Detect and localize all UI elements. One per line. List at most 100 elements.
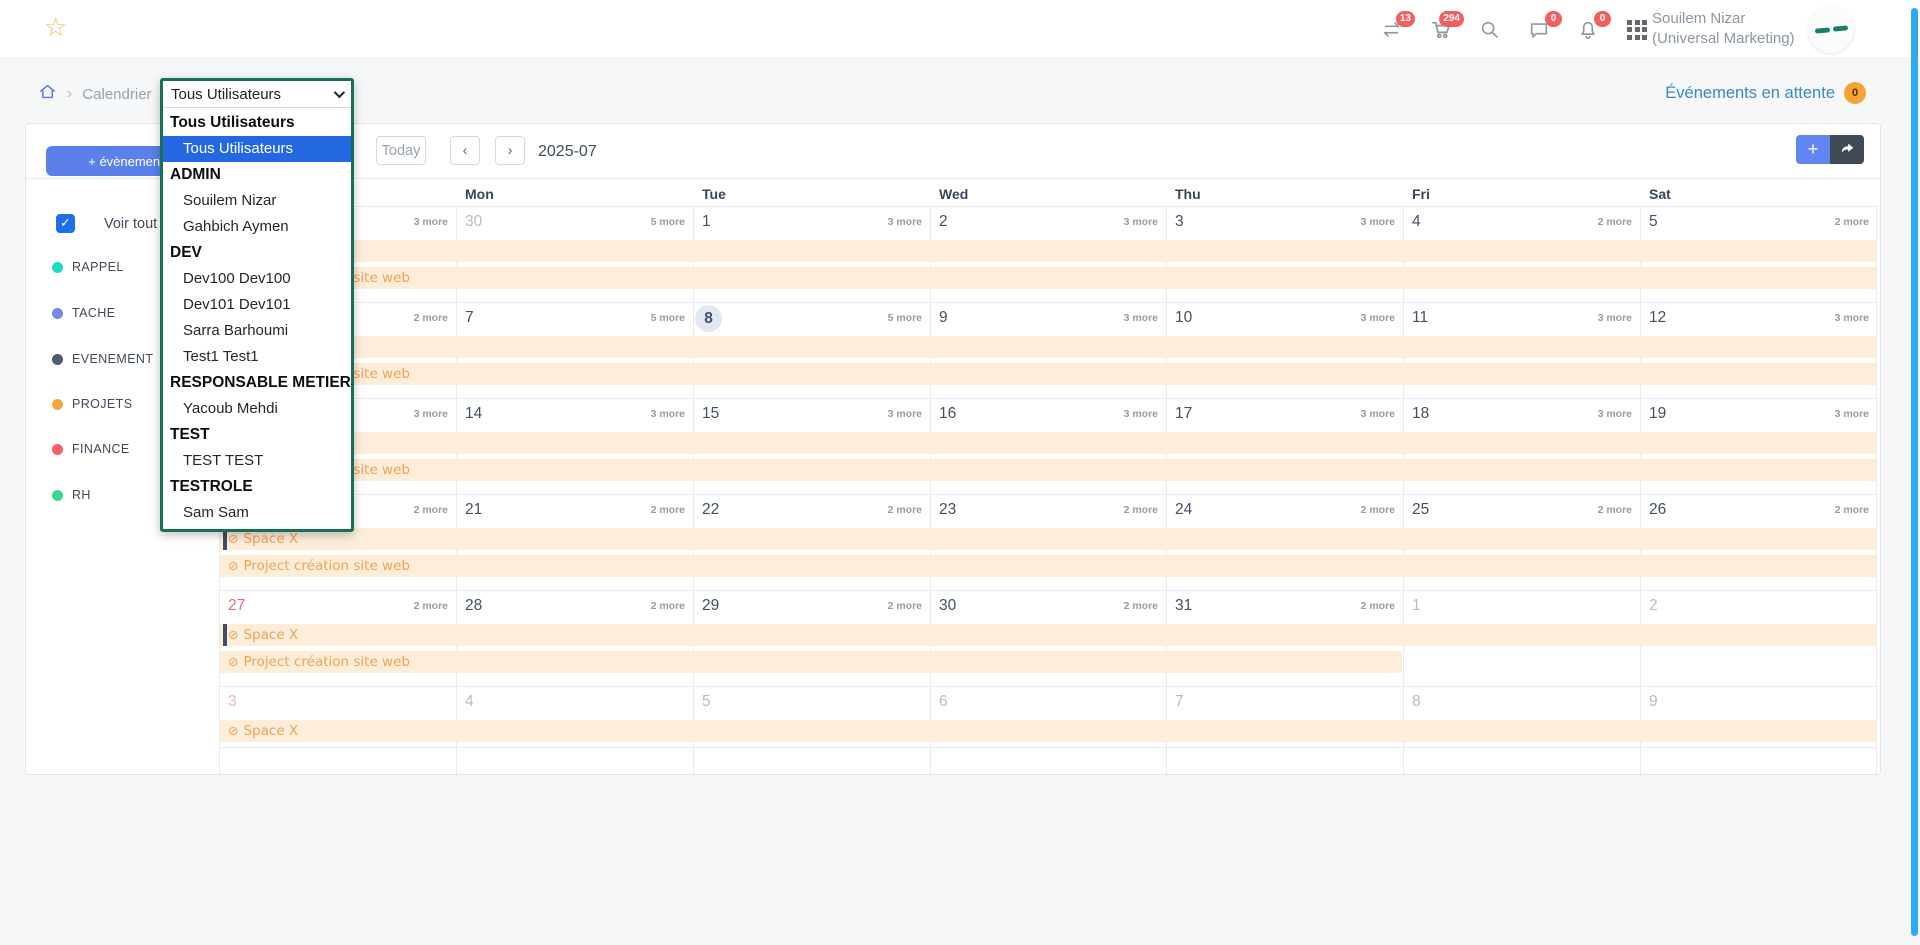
event-band[interactable]: ⊘Space X xyxy=(220,624,1876,646)
more-events-link[interactable]: 3 more xyxy=(1123,216,1158,228)
share-button[interactable] xyxy=(1830,135,1864,164)
see-all-checkbox[interactable]: ✓ xyxy=(56,214,75,233)
more-events-link[interactable]: 2 more xyxy=(413,312,448,324)
day-cell-number[interactable]: 25 xyxy=(1412,501,1430,518)
more-events-link[interactable]: 3 more xyxy=(650,408,685,420)
more-events-link[interactable]: 2 more xyxy=(1597,504,1632,516)
day-cell-number[interactable]: 17 xyxy=(1175,405,1193,422)
day-cell-number[interactable]: 4 xyxy=(465,693,474,710)
day-cell-number[interactable]: 23 xyxy=(939,501,957,518)
favorites-star-icon[interactable]: ☆ xyxy=(44,12,68,42)
day-cell-number[interactable]: 27 xyxy=(228,597,246,614)
more-events-link[interactable]: 3 more xyxy=(1360,216,1395,228)
cart-icon[interactable]: 294 xyxy=(1429,10,1464,42)
page-scrollbar[interactable] xyxy=(1911,8,1918,936)
option-test-test[interactable]: TEST TEST xyxy=(183,452,264,469)
day-cell-number[interactable]: 7 xyxy=(1175,693,1184,710)
day-cell-number[interactable]: 30 xyxy=(939,597,957,614)
day-cell-number[interactable]: 31 xyxy=(1175,597,1193,614)
breadcrumb-page[interactable]: Calendrier xyxy=(82,85,152,103)
day-cell-number[interactable]: 5 xyxy=(702,693,711,710)
day-cell-number[interactable]: 2 xyxy=(1649,597,1658,614)
day-cell-number[interactable]: 9 xyxy=(1649,693,1658,710)
more-events-link[interactable]: 2 more xyxy=(1597,216,1632,228)
day-cell-number[interactable]: 12 xyxy=(1649,309,1667,326)
option-dev101-dev101[interactable]: Dev101 Dev101 xyxy=(183,296,291,313)
day-cell-number[interactable]: 4 xyxy=(1412,213,1421,230)
more-events-link[interactable]: 2 more xyxy=(650,600,685,612)
more-events-link[interactable]: 2 more xyxy=(1834,216,1869,228)
more-events-link[interactable]: 2 more xyxy=(887,504,922,516)
more-events-link[interactable]: 5 more xyxy=(650,216,685,228)
day-cell-number[interactable]: 8 xyxy=(1412,693,1421,710)
event-band[interactable]: ⊘Space X xyxy=(220,720,1876,742)
more-events-link[interactable]: 2 more xyxy=(650,504,685,516)
day-cell-number[interactable]: 2 xyxy=(939,213,948,230)
more-events-link[interactable]: 3 more xyxy=(413,216,448,228)
event-band[interactable]: ⊘Project création site web xyxy=(220,363,1876,385)
option-yacoub-mehdi[interactable]: Yacoub Mehdi xyxy=(183,400,278,417)
day-cell-number[interactable]: 21 xyxy=(465,501,483,518)
option-souilem-nizar[interactable]: Souilem Nizar xyxy=(183,192,277,209)
option-test1-test1[interactable]: Test1 Test1 xyxy=(183,348,259,365)
more-events-link[interactable]: 2 more xyxy=(1834,504,1869,516)
more-events-link[interactable]: 3 more xyxy=(1123,408,1158,420)
event-band[interactable]: ⊘Space X xyxy=(220,432,1876,454)
event-band[interactable]: ⊘Project création site web xyxy=(220,459,1876,481)
more-events-link[interactable]: 5 more xyxy=(887,312,922,324)
day-cell-number[interactable]: 24 xyxy=(1175,501,1193,518)
day-cell-number[interactable]: 14 xyxy=(465,405,483,422)
option-sam-sam[interactable]: Sam Sam xyxy=(183,504,249,521)
home-icon[interactable] xyxy=(38,82,57,106)
event-band[interactable]: ⊘Project création site web xyxy=(220,267,1876,289)
more-events-link[interactable]: 2 more xyxy=(413,504,448,516)
more-events-link[interactable]: 3 more xyxy=(413,408,448,420)
day-cell-number[interactable]: 3 xyxy=(228,693,237,710)
category-rh[interactable]: RH xyxy=(52,488,91,502)
day-cell-number[interactable]: 3 xyxy=(1175,213,1184,230)
day-cell-number[interactable]: 9 xyxy=(939,309,948,326)
avatar[interactable] xyxy=(1808,7,1854,53)
event-band[interactable]: ⊘Space X xyxy=(220,528,1876,550)
more-events-link[interactable]: 3 more xyxy=(1360,408,1395,420)
day-cell-number[interactable]: 5 xyxy=(1649,213,1658,230)
today-button[interactable]: Today xyxy=(376,136,426,165)
event-band[interactable]: ⊘Space X xyxy=(220,240,1876,262)
prev-month-button[interactable]: ‹ xyxy=(450,136,480,165)
category-finance[interactable]: FINANCE xyxy=(52,442,130,456)
swap-arrows-icon[interactable]: 13 xyxy=(1380,10,1415,42)
category-tache[interactable]: TACHE xyxy=(52,306,115,320)
more-events-link[interactable]: 3 more xyxy=(887,216,922,228)
user-filter-select[interactable]: Tous Utilisateurs xyxy=(163,81,351,108)
option-tous-utilisateurs[interactable]: Tous Utilisateurs xyxy=(163,136,351,162)
more-events-link[interactable]: 3 more xyxy=(1834,408,1869,420)
more-events-link[interactable]: 2 more xyxy=(1360,600,1395,612)
day-cell-number[interactable]: 29 xyxy=(702,597,720,614)
more-events-link[interactable]: 2 more xyxy=(1123,504,1158,516)
more-events-link[interactable]: 3 more xyxy=(887,408,922,420)
day-cell-number[interactable]: 7 xyxy=(465,309,474,326)
day-cell-number[interactable]: 16 xyxy=(939,405,957,422)
event-band[interactable]: ⊘Project création site web xyxy=(220,555,1876,577)
more-events-link[interactable]: 2 more xyxy=(887,600,922,612)
day-cell-number[interactable]: 10 xyxy=(1175,309,1193,326)
event-band[interactable]: ⊘Project création site web xyxy=(220,651,1402,673)
day-cell-number[interactable]: 26 xyxy=(1649,501,1667,518)
day-cell-number[interactable]: 6 xyxy=(939,693,948,710)
day-cell-number[interactable]: 15 xyxy=(702,405,720,422)
search-icon[interactable] xyxy=(1478,18,1502,42)
user-name-block[interactable]: Souilem Nizar (Universal Marketing) xyxy=(1652,9,1822,49)
more-events-link[interactable]: 2 more xyxy=(1360,504,1395,516)
day-cell-number[interactable]: 11 xyxy=(1412,309,1429,326)
more-events-link[interactable]: 2 more xyxy=(1123,600,1158,612)
day-cell-number[interactable]: 1 xyxy=(1412,597,1421,614)
more-events-link[interactable]: 3 more xyxy=(1597,408,1632,420)
option-sarra-barhoumi[interactable]: Sarra Barhoumi xyxy=(183,322,289,339)
more-events-link[interactable]: 5 more xyxy=(650,312,685,324)
option-dev100-dev100[interactable]: Dev100 Dev100 xyxy=(183,270,291,287)
category-projets[interactable]: PROJETS xyxy=(52,397,132,411)
day-cell-number[interactable]: 1 xyxy=(702,213,711,230)
pending-events-link[interactable]: Événements en attente xyxy=(1665,83,1835,102)
option-gahbich-aymen[interactable]: Gahbich Aymen xyxy=(183,218,289,235)
day-cell-number[interactable]: 19 xyxy=(1649,405,1667,422)
